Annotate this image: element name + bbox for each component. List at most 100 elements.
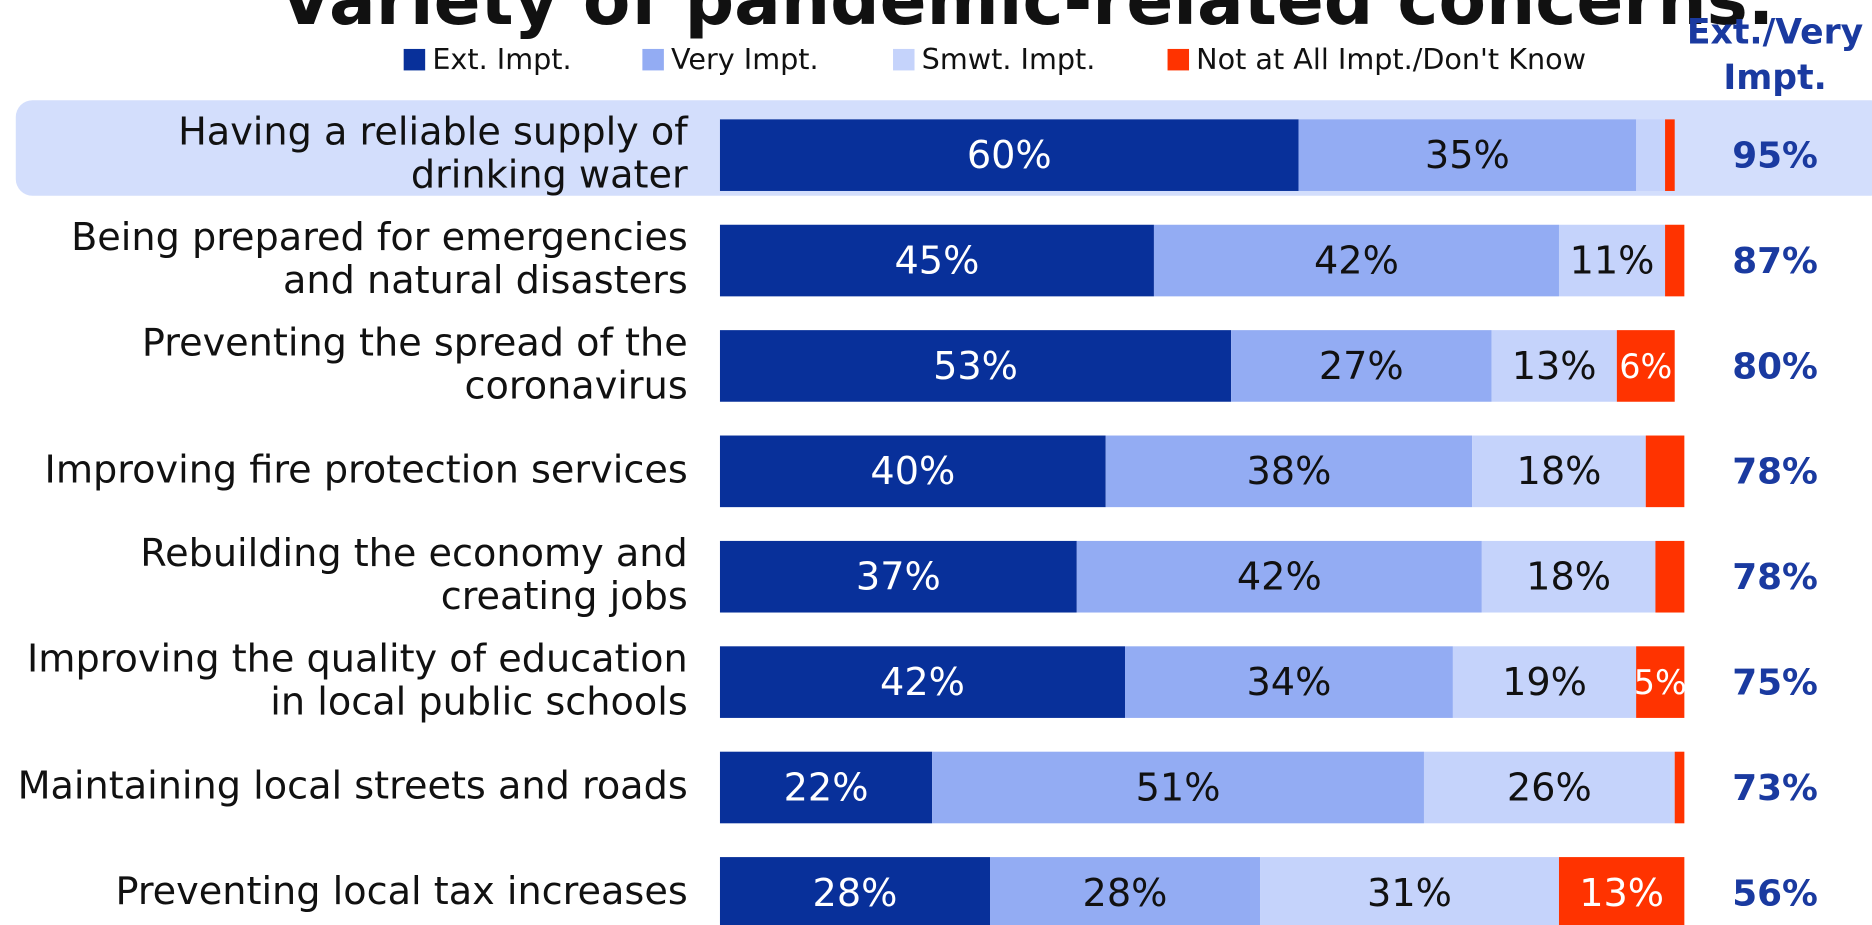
bar-segment bbox=[1674, 751, 1685, 824]
value-label: 34% bbox=[1247, 661, 1332, 705]
total-label: 95% bbox=[1732, 136, 1818, 177]
bar-segment bbox=[932, 751, 1424, 824]
bar-segment bbox=[1636, 646, 1685, 718]
category-line: Preventing local tax increases bbox=[115, 869, 687, 913]
chart-title: Variety of pandemic-related concerns. bbox=[279, 0, 1774, 41]
legend-swatch bbox=[403, 48, 426, 71]
value-label: 13% bbox=[1512, 345, 1597, 389]
value-label: 51% bbox=[1136, 766, 1221, 810]
bar-segment bbox=[1298, 119, 1637, 191]
legend-label: Smwt. Impt. bbox=[922, 42, 1096, 76]
category-line: Improving fire protection services bbox=[45, 448, 688, 492]
value-label: 27% bbox=[1319, 345, 1404, 389]
total-label: 78% bbox=[1732, 452, 1818, 493]
value-label: 28% bbox=[1083, 872, 1168, 916]
bar-segment bbox=[1423, 751, 1675, 824]
bar-segment bbox=[1260, 857, 1559, 925]
value-label: 60% bbox=[967, 134, 1052, 178]
value-label: 13% bbox=[1579, 872, 1664, 916]
totals-header: Ext./Very bbox=[1687, 12, 1863, 52]
category-line: Preventing the spread of the bbox=[142, 321, 688, 365]
category-line: Rebuilding the economy and bbox=[140, 532, 687, 576]
legend-label: Ext. Impt. bbox=[432, 42, 571, 76]
category-line: drinking water bbox=[411, 153, 688, 197]
category-label: Maintaining local streets and roads bbox=[18, 764, 688, 808]
category-line: Improving the quality of education bbox=[27, 637, 688, 681]
bar-segment bbox=[1231, 330, 1492, 402]
value-label: 18% bbox=[1526, 556, 1611, 600]
value-label: 18% bbox=[1517, 450, 1602, 494]
bar-segment bbox=[1452, 646, 1637, 718]
bar-segment bbox=[989, 857, 1261, 925]
value-label: 42% bbox=[1237, 556, 1322, 600]
bar-segment bbox=[719, 540, 1077, 613]
value-label: 5% bbox=[1634, 663, 1687, 702]
legend-swatch bbox=[1167, 48, 1190, 71]
bar-segment bbox=[719, 857, 990, 925]
value-label: 11% bbox=[1570, 239, 1655, 283]
total-label: 56% bbox=[1732, 873, 1818, 914]
bar-segment bbox=[1491, 330, 1617, 402]
category-line: creating jobs bbox=[441, 575, 688, 619]
legend-label: Not at All Impt./Don't Know bbox=[1196, 42, 1586, 76]
bar-segment bbox=[719, 646, 1126, 718]
bar-segment bbox=[1665, 119, 1675, 191]
value-label: 53% bbox=[933, 345, 1018, 389]
bar-segment bbox=[1076, 540, 1482, 613]
value-label: 42% bbox=[1314, 239, 1399, 283]
category-label: Preventing the spread of the coronavirus bbox=[142, 321, 688, 408]
category-label: Having a reliable supply of drinking wate… bbox=[178, 110, 689, 197]
bar-segment bbox=[1125, 646, 1453, 718]
bar-segment bbox=[1153, 224, 1559, 297]
legend-swatch bbox=[893, 48, 915, 71]
value-label: 37% bbox=[856, 556, 941, 600]
value-label: 42% bbox=[880, 661, 965, 705]
legend-label: Very Impt. bbox=[671, 42, 819, 76]
totals-header: Impt. bbox=[1723, 58, 1826, 98]
value-label: 45% bbox=[895, 239, 980, 283]
value-label: 19% bbox=[1502, 661, 1587, 705]
category-label: Rebuilding the economy and creating jobs bbox=[140, 532, 687, 619]
total-label: 87% bbox=[1732, 241, 1818, 282]
bar-segment bbox=[1558, 857, 1685, 925]
value-label: 26% bbox=[1507, 766, 1592, 810]
category-label: Preventing local tax increases bbox=[115, 869, 687, 913]
value-label: 38% bbox=[1247, 450, 1332, 494]
bar-segment bbox=[1655, 540, 1685, 613]
legend-swatch bbox=[642, 48, 664, 71]
category-label: Improving fire protection services bbox=[45, 448, 688, 492]
total-label: 78% bbox=[1732, 557, 1818, 598]
value-label: 6% bbox=[1619, 347, 1672, 386]
category-label: Improving the quality of education in loc… bbox=[27, 637, 688, 724]
bar-segment bbox=[1616, 330, 1675, 402]
value-label: 22% bbox=[784, 766, 869, 810]
category-line: Having a reliable supply of bbox=[178, 110, 689, 154]
total-label: 75% bbox=[1732, 663, 1818, 704]
bar-segment bbox=[1636, 119, 1666, 191]
value-label: 31% bbox=[1367, 872, 1452, 916]
bar-segment bbox=[719, 435, 1106, 508]
bar-segment bbox=[1472, 435, 1646, 508]
bar-segment bbox=[719, 224, 1154, 297]
category-label: Being prepared for emergencies and natura… bbox=[71, 216, 688, 303]
value-label: 40% bbox=[870, 450, 955, 494]
total-label: 80% bbox=[1732, 346, 1818, 387]
category-line: coronavirus bbox=[465, 364, 688, 408]
bar-segment bbox=[1665, 224, 1685, 297]
total-label: 73% bbox=[1732, 768, 1818, 809]
bar-segment bbox=[1105, 435, 1473, 508]
category-line: and natural disasters bbox=[283, 259, 688, 303]
bar-segment bbox=[719, 751, 933, 824]
bar-segment bbox=[1558, 224, 1666, 297]
value-label: 35% bbox=[1425, 134, 1510, 178]
category-line: Maintaining local streets and roads bbox=[18, 764, 688, 808]
value-label: 28% bbox=[813, 872, 898, 916]
bar-segment bbox=[1481, 540, 1656, 613]
bar-segment bbox=[719, 330, 1232, 402]
category-line: Being prepared for emergencies bbox=[71, 216, 688, 260]
bar-segment bbox=[719, 119, 1299, 191]
category-line: in local public schools bbox=[270, 680, 687, 724]
bar-segment bbox=[1645, 435, 1685, 508]
